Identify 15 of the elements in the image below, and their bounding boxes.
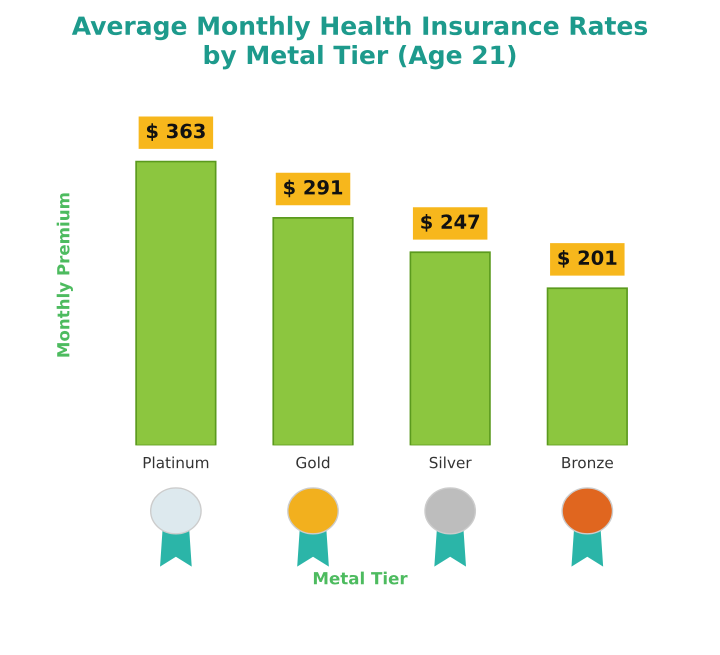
x-tick-label: Platinum: [144, 456, 208, 468]
data-label: $ 363: [146, 123, 205, 141]
data-label: $ 201: [558, 250, 616, 268]
y-axis-title: Monthly Premium: [56, 193, 73, 357]
text: Metal Tier: [314, 572, 408, 585]
x-tick-label: Gold: [296, 456, 330, 468]
x-tick-label: Bronze: [562, 456, 613, 468]
chart-title: Average Monthly Health Insurance Rates by Metal Tier (Age 21): [72, 16, 648, 70]
bar: [546, 287, 628, 446]
bar: [135, 160, 216, 446]
data-label: $ 291: [284, 180, 342, 198]
data-label: $ 247: [421, 214, 480, 232]
bar: [410, 251, 491, 446]
bar: [272, 217, 354, 446]
x-tick-label: Silver: [430, 456, 472, 468]
